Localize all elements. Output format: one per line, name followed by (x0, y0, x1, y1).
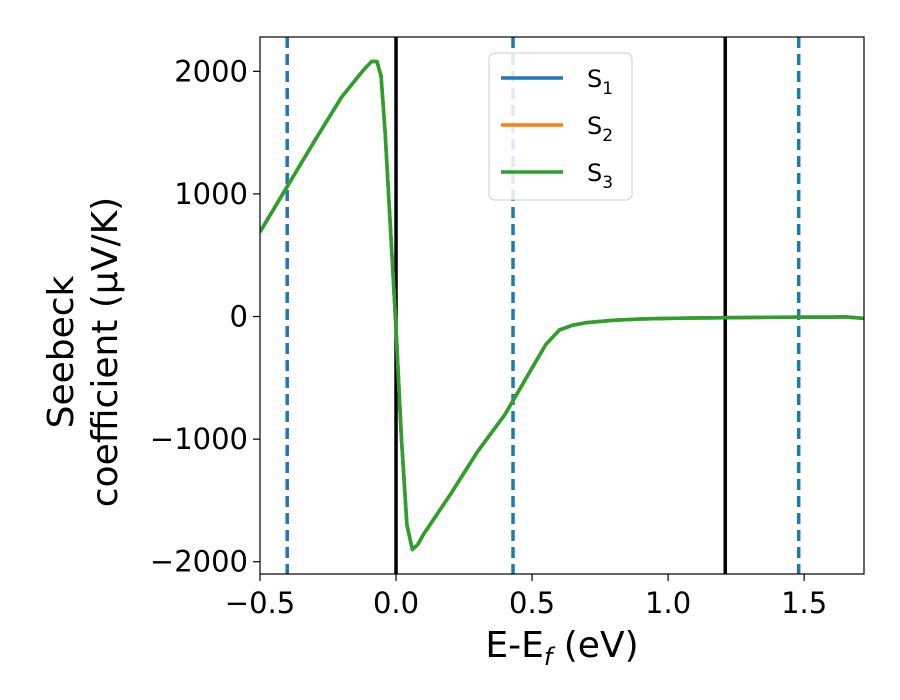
y-tick-label: 1000 (174, 177, 248, 211)
x-tick-label: 1.5 (781, 586, 827, 620)
x-axis-label: E-Ef (eV) (485, 625, 638, 671)
series-lines (260, 59, 864, 552)
x-axis-label-unit: (eV) (552, 625, 638, 666)
y-tick-label: 2000 (174, 54, 248, 88)
y-axis-label-line1: Seebeck (41, 275, 82, 428)
x-tick-label: 0.0 (373, 586, 419, 620)
legend: S1 S2 S3 (488, 52, 633, 201)
x-axis-label-main: E-E (485, 625, 543, 666)
x-tick-label: 0.5 (509, 586, 555, 620)
legend-label-1: S1 (587, 65, 613, 99)
legend-label-3: S3 (587, 159, 613, 193)
y-tick-label: −1000 (150, 422, 248, 456)
y-tick-label: 0 (230, 300, 248, 334)
x-tick-label: 1.0 (645, 586, 691, 620)
y-axis-label: Seebeck coefficient (μV/K) (41, 197, 126, 507)
axis-ticks: −0.5 0.0 0.5 1.0 1.5 −2000 −1000 0 1000 2000 (150, 54, 827, 620)
y-axis-label-line2: coefficient (μV/K) (85, 197, 126, 507)
legend-label-2: S2 (587, 112, 613, 146)
y-tick-label: −2000 (150, 545, 248, 579)
plot-frame (259, 36, 865, 575)
series-line-3 (260, 59, 864, 552)
x-tick-label: −0.5 (225, 586, 295, 620)
